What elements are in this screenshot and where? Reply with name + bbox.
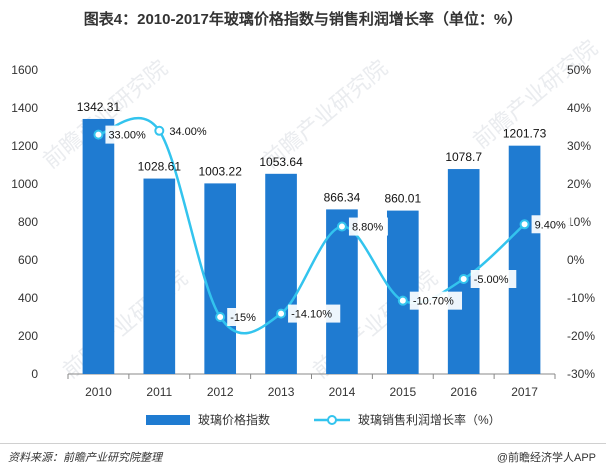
- y-right-tick-label: -20%: [567, 329, 595, 343]
- y-right-tick-label: 40%: [567, 101, 591, 115]
- y-right-tick-label: 0%: [567, 253, 585, 267]
- y-left-tick-label: 600: [18, 253, 38, 267]
- line-value-badge-bg: [348, 217, 388, 236]
- bar: [265, 173, 297, 374]
- line-value-badge-bg: [105, 125, 152, 144]
- bar-value-label: 1028.61: [138, 160, 182, 174]
- source-note: 资料来源：前瞻产业研究院整理: [8, 452, 162, 464]
- y-left-tick-label: 1600: [11, 63, 38, 77]
- line-value-label: 33.00%: [108, 130, 146, 142]
- legend-bar-label: 玻璃价格指数: [198, 412, 270, 427]
- x-tick-label: 2017: [511, 385, 538, 399]
- legend: 玻璃价格指数 玻璃销售利润增长率（%）: [146, 412, 501, 427]
- line-point: [93, 129, 104, 140]
- y-right-tick-label: 10%: [567, 215, 591, 229]
- line-point: [519, 219, 530, 230]
- line-value-badge-bg: [166, 121, 212, 140]
- x-tick-label: 2010: [85, 385, 112, 399]
- line-value-badge: 8.80%: [348, 217, 388, 236]
- line-value-badge: -10.70%: [409, 291, 463, 310]
- line-value-badge-bg: [288, 304, 341, 323]
- line-value-badge-bg: [531, 215, 571, 234]
- bar-value-label: 1201.73: [503, 127, 547, 141]
- line-value-badge: -15%: [227, 308, 260, 326]
- y-right-tick-label: 50%: [567, 63, 591, 77]
- line-point: [276, 308, 287, 319]
- bar-value-label: 860.01: [384, 192, 421, 206]
- legend-line-label: 玻璃销售利润增长率（%）: [358, 412, 501, 427]
- line-value-badge-bg: [470, 270, 517, 288]
- bar-value-label: 1003.22: [198, 164, 242, 178]
- bar: [508, 145, 541, 374]
- x-tick-label: 2011: [146, 385, 172, 399]
- y-left-tick-label: 1000: [11, 177, 38, 191]
- line-path: [98, 116, 526, 335]
- bar-value-label: 1342.31: [77, 100, 121, 114]
- line-value-badge: 34.00%: [166, 121, 212, 140]
- line-value-label: -5.00%: [474, 274, 509, 286]
- credit-note: @前瞻经济学人APP: [496, 452, 596, 464]
- x-tick-label: 2013: [268, 385, 295, 399]
- bar: [82, 118, 115, 375]
- x-tick-label: 2015: [389, 385, 416, 399]
- line-value-badge: -14.10%: [288, 304, 341, 323]
- x-tick-label: 2014: [329, 385, 356, 399]
- bar-value-label: 1078.7: [445, 150, 482, 164]
- line-value-badge-bg: [409, 291, 463, 310]
- bar-value-label: 1053.64: [259, 155, 303, 169]
- line-value-badge: -5.00%: [470, 270, 517, 288]
- y-left-tick-label: 1200: [11, 139, 38, 153]
- line-value-badge-bg: [227, 308, 260, 326]
- line-value-label: 9.40%: [535, 219, 566, 231]
- line-value-label: -15%: [230, 312, 256, 324]
- bar: [326, 209, 358, 374]
- line-point: [397, 295, 408, 306]
- footer-divider: [0, 443, 606, 444]
- y-left-tick-label: 1400: [11, 101, 38, 115]
- y-left-tick-label: 400: [18, 291, 38, 305]
- line-point: [215, 312, 226, 322]
- legend-bar-swatch: [146, 415, 190, 425]
- y-right-tick-label: -10%: [567, 291, 595, 305]
- bar: [204, 183, 237, 374]
- line-value-label: -10.70%: [413, 296, 454, 308]
- line-point: [154, 125, 165, 136]
- legend-line-marker: [327, 415, 337, 425]
- line-point: [336, 221, 347, 232]
- x-tick-label: 2012: [207, 385, 234, 399]
- line-point: [458, 274, 469, 284]
- line-value-badge: 9.40%: [531, 215, 571, 234]
- line-series: [93, 116, 530, 335]
- y-left-tick-label: 800: [18, 215, 38, 229]
- bar-value-label: 866.34: [324, 190, 361, 204]
- y-right-tick-label: 30%: [567, 139, 591, 153]
- line-value-label: 34.00%: [169, 126, 207, 138]
- y-right-tick-label: -30%: [567, 367, 595, 381]
- y-right-tick-label: 20%: [567, 177, 591, 191]
- y-left-tick-label: 0: [31, 367, 38, 381]
- y-left-tick-label: 200: [18, 329, 38, 343]
- data-labels: 1342.31 1028.61 1003.22 1053.64 866.34 860.01…: [77, 100, 571, 326]
- line-value-label: 8.80%: [352, 222, 383, 234]
- line-value-label: -14.10%: [291, 309, 332, 321]
- line-value-badge: 33.00%: [105, 125, 152, 144]
- chart-title: 图表4：2010-2017年玻璃价格指数与销售利润增长率（单位：%）: [83, 11, 523, 28]
- x-tick-label: 2016: [450, 385, 477, 399]
- bar: [143, 178, 176, 374]
